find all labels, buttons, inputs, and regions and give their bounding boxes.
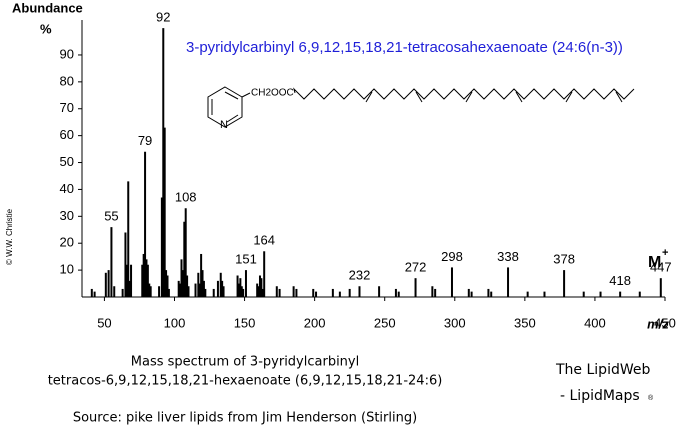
chart-title: 3-pyridylcarbinyl 6,9,12,15,18,21-tetrac… <box>186 39 623 56</box>
y-tick-label: 30 <box>60 208 74 223</box>
y-tick-label: 20 <box>60 235 74 250</box>
double-bond <box>515 91 523 103</box>
y-tick-label: 40 <box>60 181 74 196</box>
x-axis-label: m/z <box>647 316 669 331</box>
peak-label: 55 <box>104 209 118 224</box>
x-tick-label: 100 <box>164 315 186 330</box>
x-tick-label: 250 <box>374 315 396 330</box>
y-tick-label: 50 <box>60 154 74 169</box>
double-bond <box>365 91 373 103</box>
structure <box>207 86 635 128</box>
double-bonds <box>365 91 623 103</box>
double-bond <box>465 91 473 103</box>
y-tick-label: 10 <box>60 262 74 277</box>
ring-bond <box>226 114 239 123</box>
peak-label: 151 <box>235 252 257 267</box>
x-tick-label: 50 <box>97 315 111 330</box>
bond <box>241 92 251 98</box>
caption-line: Mass spectrum of 3-pyridylcarbinyl <box>131 355 359 370</box>
double-bond <box>565 91 573 103</box>
x-tick-label: 450 <box>654 315 676 330</box>
molecular-ion-sup: + <box>662 247 668 259</box>
y-tick-label: 70 <box>60 100 74 115</box>
x-tick-label: 200 <box>304 315 326 330</box>
peak-label: 164 <box>253 233 275 248</box>
carbon-chain <box>293 87 635 100</box>
y-tick-label: 60 <box>60 127 74 142</box>
brand-mark: ® <box>648 394 654 402</box>
peak-label: 79 <box>138 133 152 148</box>
molecular-ion: M <box>648 254 661 271</box>
peak-label: 272 <box>405 260 427 275</box>
y-unit: % <box>40 21 52 36</box>
peak-label: 92 <box>156 10 170 25</box>
peak-label: 298 <box>441 249 463 264</box>
source: Source: pike liver lipids from Jim Hende… <box>73 411 417 426</box>
peak-label: 232 <box>349 268 371 283</box>
peak-label: 447 <box>650 260 672 275</box>
double-bond <box>415 91 423 103</box>
x-tick-label: 350 <box>514 315 536 330</box>
brand: The LipidWeb <box>555 362 650 378</box>
peak-label: 108 <box>175 190 197 205</box>
y-tick-label: 90 <box>60 46 74 61</box>
peak-label: 338 <box>497 249 519 264</box>
y-tick-label: 80 <box>60 73 74 88</box>
brand: - LipidMaps <box>560 388 640 404</box>
copyright: © W.W. Christie <box>5 208 14 265</box>
x-tick-label: 400 <box>584 315 606 330</box>
ester-group: CH2OOC <box>251 88 294 99</box>
y-axis-label: Abundance <box>12 0 83 15</box>
ring-atom: N <box>220 119 228 131</box>
caption-line: tetracos-6,9,12,15,18,21-hexaenoate (6,9… <box>48 374 443 389</box>
ring-bond <box>224 91 239 100</box>
peak-label: 378 <box>553 252 575 267</box>
x-tick-label: 150 <box>234 315 256 330</box>
peak-label: 418 <box>609 273 631 288</box>
double-bond <box>615 91 623 103</box>
x-tick-label: 300 <box>444 315 466 330</box>
